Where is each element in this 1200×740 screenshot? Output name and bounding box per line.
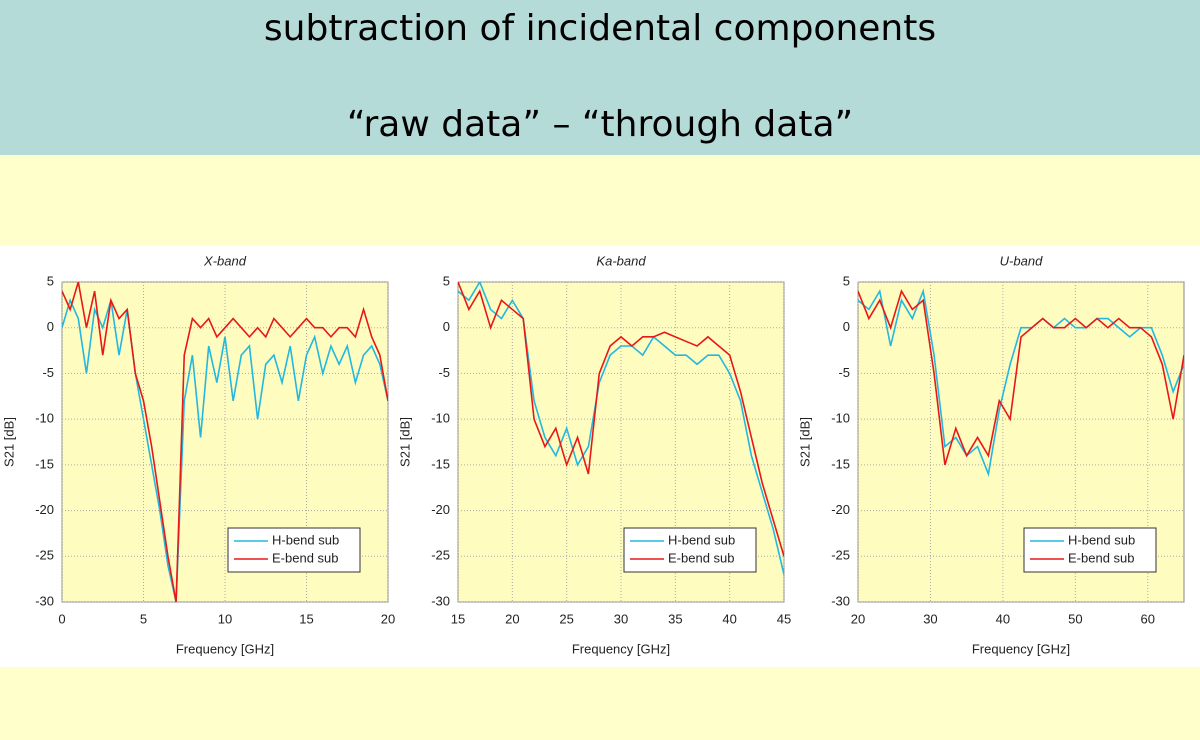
- chart-title: Ka-band: [596, 253, 646, 268]
- y-tick-label: -25: [35, 548, 54, 563]
- legend-label: E-bend sub: [1068, 550, 1135, 565]
- y-axis-label: S21 [dB]: [1, 417, 16, 467]
- y-axis-label: S21 [dB]: [797, 417, 812, 467]
- y-tick-label: -20: [831, 502, 850, 517]
- series-line: [458, 282, 784, 557]
- x-tick-label: 30: [923, 611, 937, 626]
- legend-box: [1023, 527, 1157, 573]
- x-axis-label: Frequency [GHz]: [972, 641, 1070, 656]
- x-tick-label: 50: [1068, 611, 1082, 626]
- x-axis-label: Frequency [GHz]: [572, 641, 670, 656]
- x-tick-label: 10: [218, 611, 232, 626]
- series-line: [62, 282, 388, 602]
- y-tick-label: -30: [431, 593, 450, 608]
- title-line: subtraction of incidental components: [263, 8, 937, 49]
- y-tick-label: 0: [843, 319, 850, 334]
- x-tick-label: 30: [614, 611, 628, 626]
- x-tick-label: 20: [851, 611, 865, 626]
- subtitle-line: “raw data” – “through data”: [346, 104, 854, 145]
- y-tick-label: 0: [443, 319, 450, 334]
- x-tick-label: 40: [996, 611, 1010, 626]
- y-tick-label: 0: [47, 319, 54, 334]
- y-tick-label: 5: [843, 273, 850, 288]
- y-axis-label: S21 [dB]: [397, 417, 412, 467]
- y-tick-label: -10: [35, 411, 54, 426]
- series-line: [858, 288, 1184, 477]
- y-tick-label: -25: [831, 548, 850, 563]
- x-tick-label: 40: [722, 611, 736, 626]
- legend-label: H-bend sub: [668, 532, 735, 547]
- x-tick-label: 15: [451, 611, 465, 626]
- x-tick-label: 20: [505, 611, 519, 626]
- y-tick-label: 5: [443, 273, 450, 288]
- header: subtraction of incidental components “ra…: [0, 0, 1200, 155]
- series-line: [858, 289, 1184, 466]
- legend-box: [227, 527, 361, 573]
- x-axis-label: Frequency [GHz]: [176, 641, 274, 656]
- legend-label: H-bend sub: [272, 532, 339, 547]
- y-tick-label: -30: [35, 593, 54, 608]
- legend-label: E-bend sub: [272, 550, 339, 565]
- y-tick-label: -15: [831, 456, 850, 471]
- chart-title: X-band: [203, 253, 247, 268]
- x-tick-label: 45: [777, 611, 791, 626]
- y-tick-label: -5: [42, 365, 54, 380]
- legend-label: H-bend sub: [1068, 532, 1135, 547]
- series-line: [458, 282, 784, 575]
- x-tick-label: 5: [140, 611, 147, 626]
- y-tick-label: -20: [35, 502, 54, 517]
- y-tick-label: -10: [431, 411, 450, 426]
- y-tick-label: -15: [431, 456, 450, 471]
- y-tick-label: -25: [431, 548, 450, 563]
- series-line: [62, 297, 388, 602]
- chart-title: U-band: [1000, 253, 1043, 268]
- y-tick-label: 5: [47, 273, 54, 288]
- y-tick-label: -15: [35, 456, 54, 471]
- x-tick-label: 0: [58, 611, 65, 626]
- x-tick-label: 25: [559, 611, 573, 626]
- y-tick-label: -20: [431, 502, 450, 517]
- x-tick-label: 15: [299, 611, 313, 626]
- y-tick-label: -10: [831, 411, 850, 426]
- y-tick-label: -30: [831, 593, 850, 608]
- x-tick-label: 35: [668, 611, 682, 626]
- x-tick-label: 60: [1141, 611, 1155, 626]
- y-tick-label: -5: [438, 365, 450, 380]
- x-tick-label: 20: [381, 611, 395, 626]
- y-tick-label: -5: [838, 365, 850, 380]
- legend-label: E-bend sub: [668, 550, 735, 565]
- legend-box: [623, 527, 757, 573]
